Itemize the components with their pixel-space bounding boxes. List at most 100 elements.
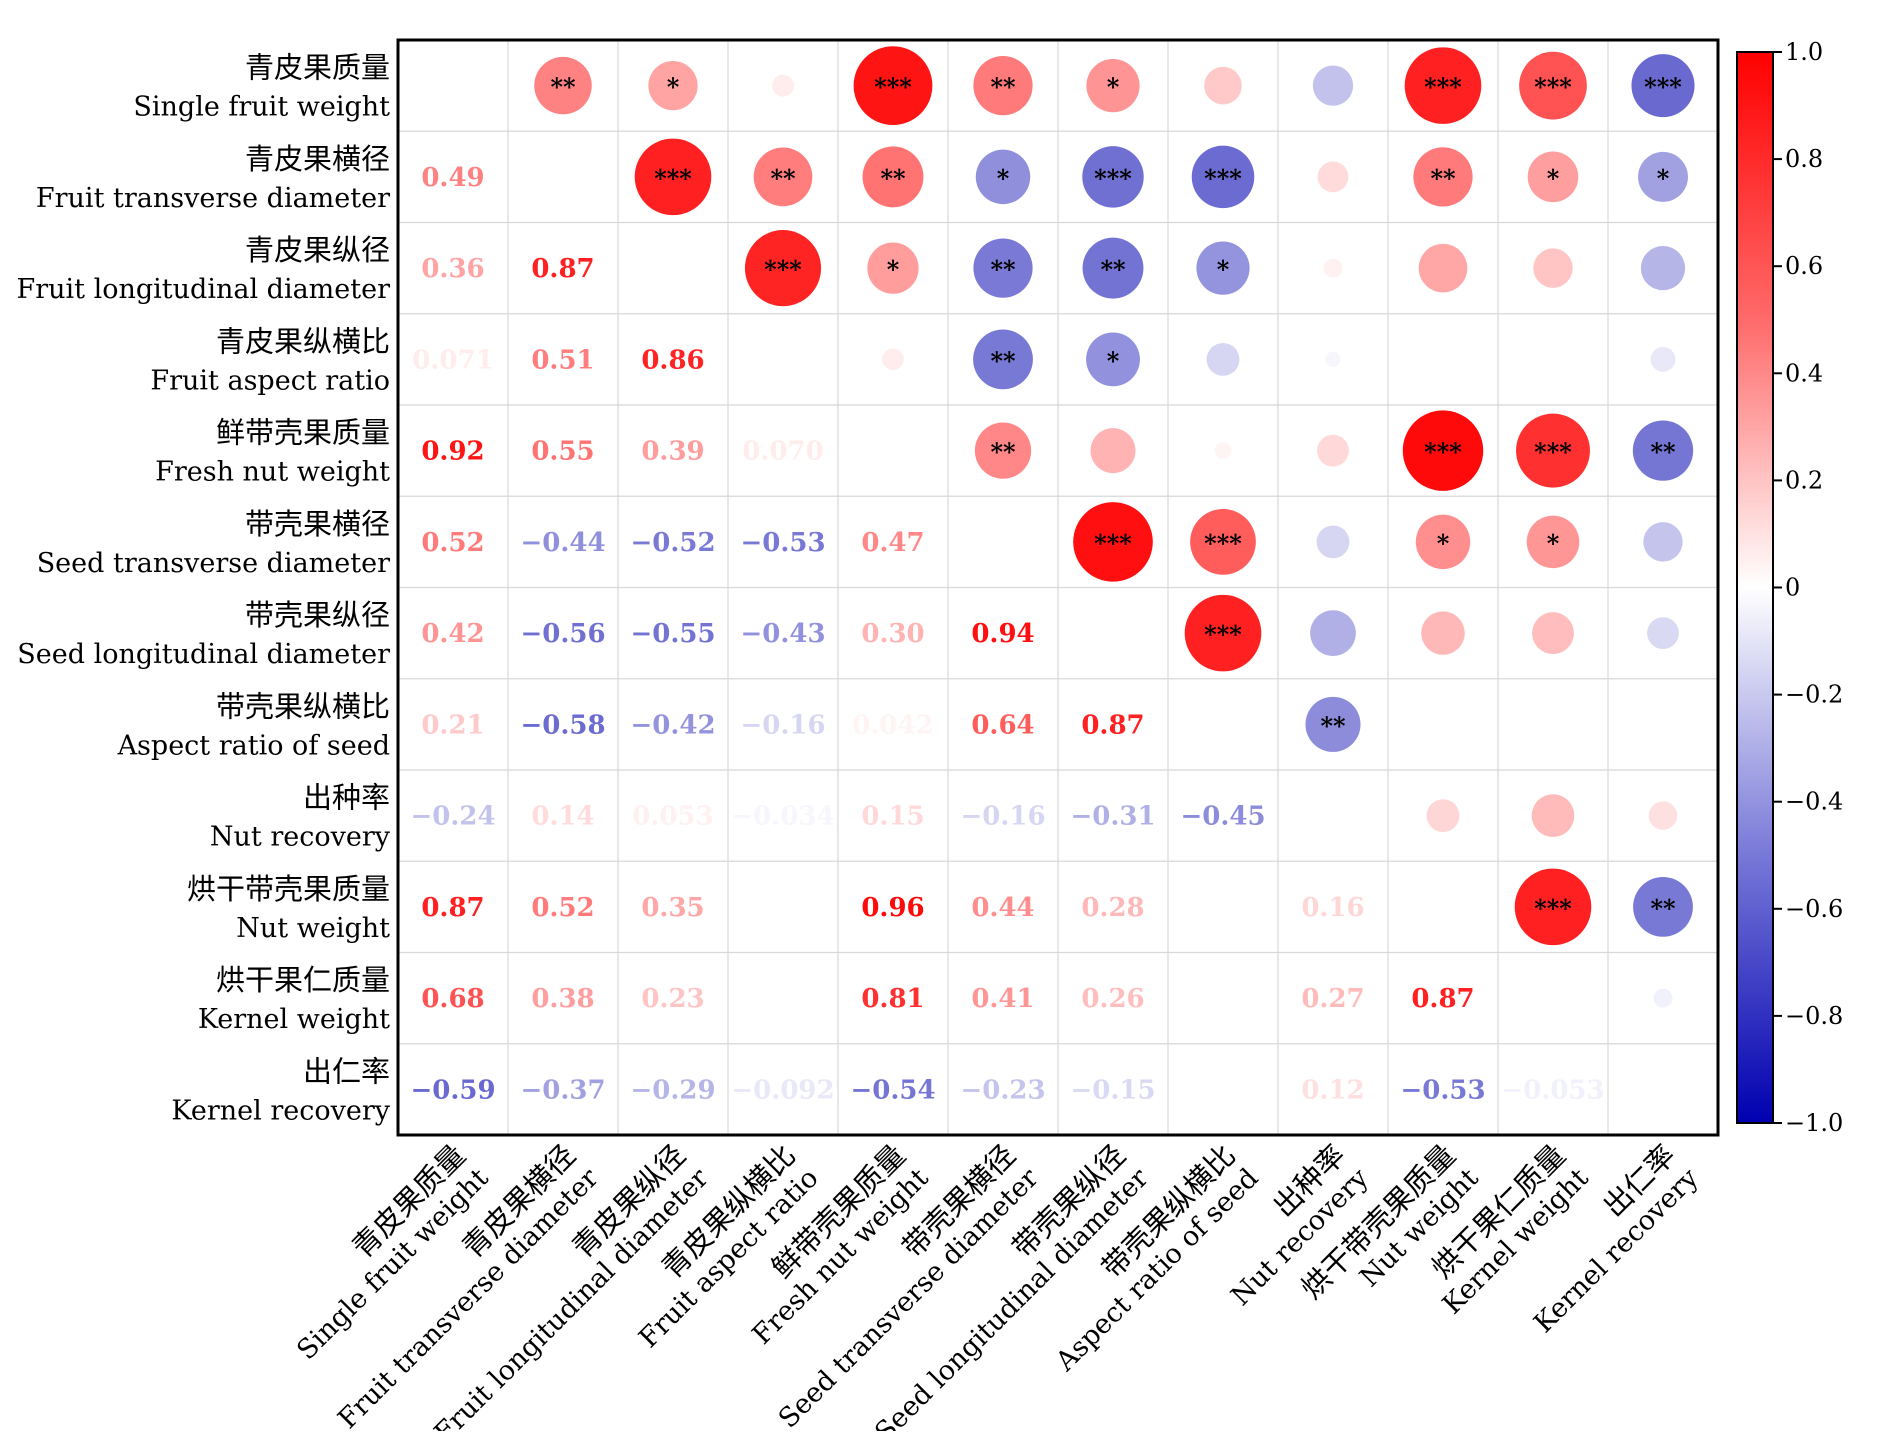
coefficient-label: 0.87 — [1411, 984, 1474, 1014]
significance-mark: ** — [550, 73, 576, 102]
correlation-circle — [1418, 243, 1468, 293]
correlation-circle — [1638, 151, 1688, 202]
colorbar-tick-label: 0.2 — [1785, 466, 1823, 494]
coefficient-label: 0.92 — [421, 437, 484, 467]
correlation-circle — [1204, 66, 1242, 105]
correlation-circle — [1086, 332, 1140, 387]
grid-lines — [398, 40, 1718, 1135]
coefficient-label: 0.87 — [1081, 710, 1144, 740]
correlation-circle — [744, 230, 822, 307]
coefficient-label: 0.36 — [421, 254, 484, 284]
correlation-circle — [973, 329, 1033, 390]
coefficient-label: 0.47 — [861, 528, 924, 558]
correlation-circle — [1648, 801, 1678, 830]
correlation-circle — [867, 242, 919, 294]
coefficient-label: 0.38 — [531, 984, 594, 1014]
coefficient-label: −0.15 — [1070, 1075, 1155, 1105]
significance-mark: ** — [1320, 711, 1346, 740]
correlation-circle — [1325, 351, 1341, 367]
coefficient-label: −0.42 — [630, 710, 715, 740]
significance-mark: *** — [1534, 73, 1572, 102]
row-label-en: Fruit longitudinal diameter — [17, 274, 391, 305]
correlation-circle — [648, 60, 698, 111]
coefficient-label: −0.54 — [850, 1075, 935, 1105]
correlation-circle — [1643, 522, 1683, 562]
coefficient-label: −0.092 — [731, 1075, 834, 1105]
correlation-circle — [1317, 434, 1349, 467]
coefficient-label: 0.35 — [641, 893, 704, 923]
significance-mark: *** — [654, 164, 692, 193]
correlation-circle — [1214, 442, 1232, 460]
significance-mark: *** — [1424, 73, 1462, 102]
row-label-en: Nut recovery — [210, 822, 391, 853]
correlation-circle — [1632, 420, 1694, 481]
significance-mark: * — [887, 255, 900, 284]
correlation-circle — [1317, 161, 1349, 193]
correlation-circle — [1073, 502, 1153, 582]
coefficient-label: 0.52 — [421, 528, 484, 558]
significance-mark: * — [1657, 164, 1670, 193]
coefficient-label: 0.87 — [531, 254, 594, 284]
significance-mark: ** — [990, 255, 1016, 284]
heatmap-cells: 0.49 0.36 0.87 0.071 0.51 0.86 0.92 0.55 0.39 0.0… — [410, 46, 1695, 1105]
correlation-circle — [974, 422, 1032, 479]
coefficient-label: −0.56 — [520, 619, 605, 649]
correlation-circle — [1312, 65, 1354, 106]
correlation-circle — [1323, 258, 1343, 278]
significance-mark: ** — [880, 164, 906, 193]
significance-mark: *** — [1204, 620, 1242, 649]
correlation-circle — [1650, 346, 1676, 372]
colorbar-tick-label: 0.4 — [1785, 359, 1823, 387]
correlation-circle — [973, 238, 1033, 298]
significance-mark: * — [1437, 529, 1450, 558]
correlation-circle — [1082, 146, 1144, 208]
correlation-circle — [753, 147, 813, 207]
coefficient-label: 0.071 — [412, 345, 493, 375]
coefficient-label: −0.37 — [520, 1075, 605, 1105]
coefficient-label: 0.053 — [632, 802, 713, 832]
correlation-circle — [1532, 612, 1574, 655]
coefficient-label: −0.43 — [740, 619, 825, 649]
significance-mark: * — [1107, 346, 1120, 375]
correlation-circle — [1082, 237, 1144, 299]
coefficient-label: 0.14 — [531, 802, 594, 832]
coefficient-label: −0.29 — [630, 1075, 715, 1105]
row-label-en: Nut weight — [236, 913, 390, 944]
correlation-circle — [1633, 876, 1693, 937]
correlation-circle — [1316, 525, 1350, 559]
significance-mark: * — [1547, 164, 1560, 193]
correlation-circle — [1086, 59, 1140, 113]
correlation-circle — [1514, 868, 1592, 946]
coefficient-label: 0.42 — [421, 619, 484, 649]
colorbar-tick-label: 0.8 — [1785, 145, 1823, 173]
colorbar-tick-label: 0.6 — [1785, 252, 1823, 280]
correlation-circle — [1640, 246, 1686, 291]
colorbar-tick-label: −0.4 — [1785, 788, 1843, 816]
coefficient-label: 0.96 — [861, 893, 924, 923]
row-labels: 青皮果质量 Single fruit weight 青皮果横径 Fruit trans… — [17, 51, 391, 1127]
significance-mark: * — [1547, 529, 1560, 558]
coefficient-label: 0.49 — [421, 163, 484, 193]
coefficient-label: 0.81 — [861, 984, 924, 1014]
row-label-cn: 青皮果横径 — [245, 142, 390, 176]
significance-mark: ** — [770, 164, 796, 193]
coefficient-label: −0.53 — [740, 528, 825, 558]
coefficient-label: −0.24 — [410, 802, 495, 832]
coefficient-label: 0.28 — [1081, 893, 1144, 923]
significance-mark: ** — [1430, 164, 1456, 193]
coefficient-label: −0.53 — [1400, 1075, 1485, 1105]
row-label-en: Seed longitudinal diameter — [17, 639, 390, 670]
colorbar-tick-label: −0.2 — [1785, 681, 1843, 709]
coefficient-label: 0.86 — [641, 345, 704, 375]
correlation-circle — [882, 348, 904, 371]
significance-mark: *** — [874, 73, 912, 102]
correlation-circle — [1516, 413, 1590, 488]
colorbar: 1.0 0.8 0.6 0.4 0.2 0 −0.2 −0.4 −0.6 −0.8 −1.0 — [1736, 38, 1843, 1137]
coefficient-label: 0.41 — [971, 984, 1034, 1014]
coefficient-label: −0.59 — [410, 1075, 495, 1105]
coefficient-label: −0.053 — [1501, 1075, 1604, 1105]
